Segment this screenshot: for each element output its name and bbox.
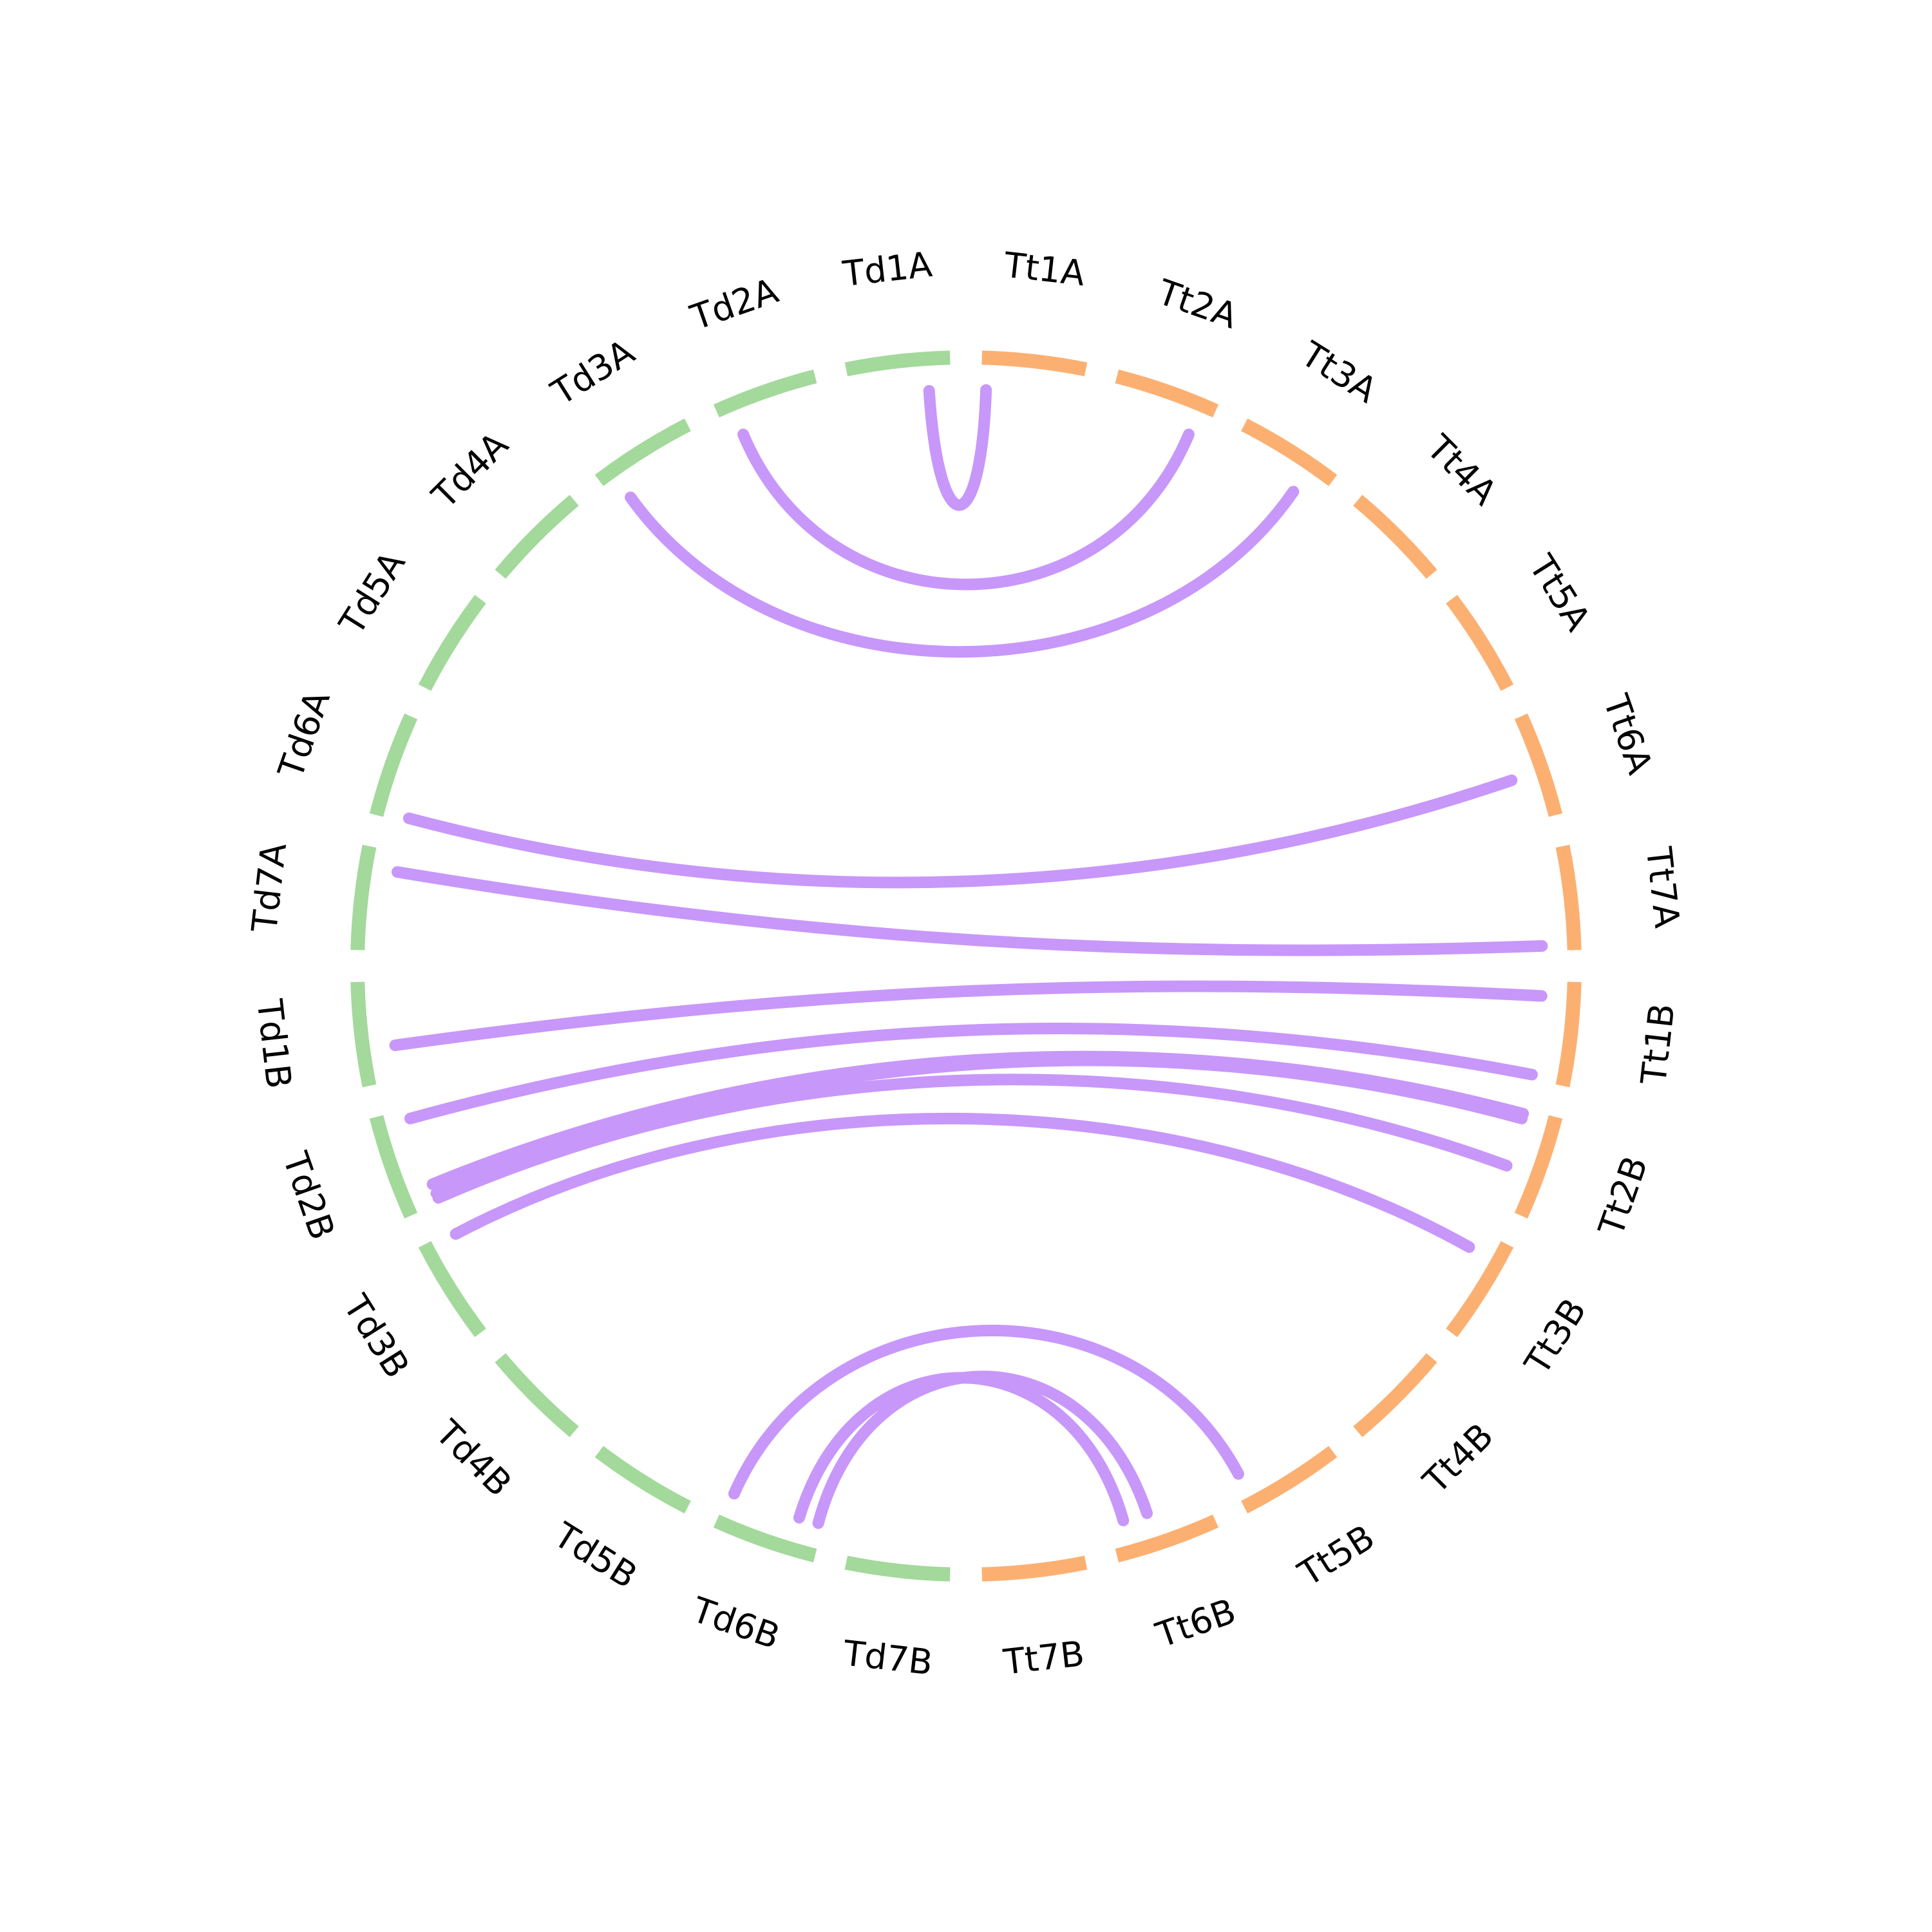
chromosome-arc-td3b (418, 1241, 486, 1338)
chromosome-arc-tt6b (1115, 1514, 1219, 1563)
chromosome-arc-tt2b (1514, 1115, 1563, 1219)
chromosome-arc-tt4a (1353, 495, 1437, 579)
chromosome-label-tt2b: Tt2B (1591, 1151, 1656, 1241)
chromosome-arc-td4a (495, 495, 579, 579)
chromosome-arc-tt1a (981, 350, 1088, 377)
chromosome-arcs (350, 350, 1582, 1582)
chromosome-label-tt1b: Tt1B (1633, 1001, 1683, 1087)
chromosome-label-tt4a: Tt4A (1419, 427, 1505, 513)
chromosome-arc-tt6a (1514, 713, 1563, 817)
chromosome-arc-td1a (844, 350, 951, 377)
chromosome-label-td1b: Td1B (249, 997, 299, 1091)
chromosome-label-td7b: Td7B (841, 1633, 935, 1683)
synteny-link-td2a-tt2a (737, 428, 1195, 591)
chromosome-arc-td6a (369, 713, 418, 817)
chromosome-arc-td3a (594, 418, 691, 486)
chromosome-label-td6b: Td6B (687, 1589, 785, 1658)
synteny-link-td2b-tt2b (432, 1074, 1513, 1204)
chromosome-label-td5b: Td5B (546, 1514, 644, 1596)
synteny-link-td1b-tt1b (389, 980, 1548, 1052)
chromosome-label-td3b: Td3B (335, 1287, 417, 1385)
chromosome-arc-td7b (844, 1555, 951, 1582)
chromosome-arc-tt4b (1353, 1353, 1437, 1437)
synteny-link-td3b-tt3b (450, 1112, 1475, 1253)
chromosome-label-tt7a: Tt7A (1638, 844, 1688, 930)
chromosome-label-tt5a: Tt5A (1520, 547, 1598, 638)
chromosome-label-td3a: Td3A (544, 331, 641, 413)
synteny-link-td6b-tt5b (728, 1325, 1244, 1500)
chromosome-label-tt7b: Tt7B (1001, 1633, 1086, 1683)
chromosome-label-tt5b: Tt5B (1291, 1517, 1381, 1595)
chromosome-label-tt1a: Tt1A (1001, 245, 1087, 294)
chromosome-arc-td6b (713, 1514, 817, 1563)
chromosome-label-td4a: Td4A (424, 424, 516, 516)
chromosome-arc-tt3a (1241, 418, 1338, 486)
chromosome-label-tt6b: Tt6B (1150, 1591, 1240, 1656)
chromosome-label-tt4b: Tt4B (1415, 1416, 1501, 1502)
chromosome-label-td2a: Td2A (685, 270, 784, 339)
chromosome-label-tt6a: Tt6A (1595, 689, 1660, 779)
chromosome-arc-tt7b (981, 1555, 1088, 1582)
chromosome-label-td1a: Td1A (840, 244, 934, 294)
chromosome-label-td5a: Td5A (331, 544, 413, 642)
links-layer (389, 384, 1548, 1530)
chromosome-arc-tt5b (1241, 1446, 1338, 1514)
chromosome-arc-tt3b (1446, 1241, 1514, 1338)
chromosome-arc-tt5a (1446, 594, 1514, 691)
chromosome-arc-td7a (350, 844, 377, 951)
chromosome-label-td7a: Td7A (244, 841, 294, 935)
chromosome-arc-tt1b (1555, 981, 1582, 1088)
chromosome-arc-td1b (350, 981, 377, 1088)
chromosome-label-td2b: Td2B (275, 1146, 343, 1245)
chromosome-arc-td2b (369, 1115, 418, 1219)
chromosome-arc-td4b (495, 1353, 579, 1437)
chromosome-arc-td5b (594, 1446, 691, 1514)
synteny-link-td1a-tt1a (923, 384, 992, 511)
synteny-link-td6b-tt6b (812, 1370, 1153, 1530)
synteny-link-td7a-tt7a (391, 866, 1548, 956)
chromosome-arc-tt2a (1115, 369, 1219, 418)
chromosome-arc-td2a (713, 369, 817, 418)
chromosome-label-tt2a: Tt2A (1152, 271, 1242, 336)
chromosome-label-td6a: Td6A (270, 686, 338, 784)
synteny-link-td3a-tt3a (625, 486, 1300, 658)
synteny-link-td2b-tt1b (404, 1022, 1538, 1124)
synteny-link-td6a-tt6a (402, 774, 1518, 889)
chromosome-arc-tt7a (1555, 844, 1582, 951)
chromosome-label-tt3a: Tt3A (1294, 333, 1385, 411)
chromosome-label-tt3b: Tt3B (1517, 1291, 1595, 1382)
chromosome-arc-td5a (418, 594, 486, 691)
chromosome-label-td4b: Td4B (428, 1412, 520, 1504)
